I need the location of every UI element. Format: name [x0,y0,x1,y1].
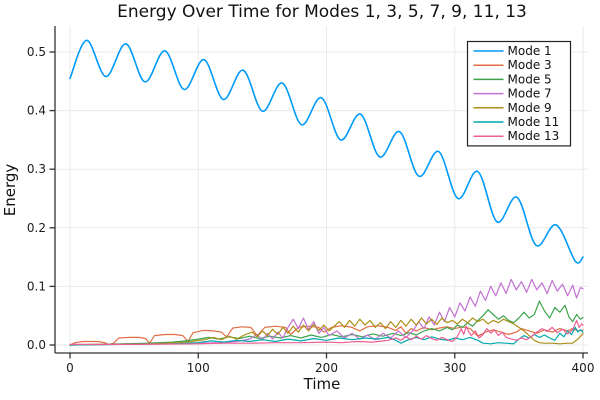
x-tick-label-3: 300 [443,361,466,375]
legend-label-mode-3: Mode 3 [508,58,552,72]
legend-label-mode-9: Mode 9 [508,101,552,115]
y-tick-label-3: 0.3 [27,162,46,176]
y-axis-label: Energy [1,164,19,217]
chart-title: Energy Over Time for Modes 1, 3, 5, 7, 9… [117,2,527,22]
legend-label-mode-5: Mode 5 [508,72,552,86]
x-tick-label-1: 100 [187,361,210,375]
y-tick-label-0: 0.0 [27,338,46,352]
series-line-mode-13 [69,319,584,345]
legend-label-mode-11: Mode 11 [508,115,560,129]
series-line-mode-9 [69,317,584,346]
y-tick-label-4: 0.4 [27,104,46,118]
axes: 0 100 200 300 400 0.0 0.1 0.2 0.3 0.4 0.5 [27,26,595,375]
y-tick-label-2: 0.2 [27,221,46,235]
series-lines [69,39,584,346]
y-tick-label-1: 0.1 [27,279,46,293]
y-tick-label-5: 0.5 [27,45,46,59]
x-tick-label-2: 200 [315,361,338,375]
series-line-mode-1 [69,39,584,264]
legend-label-mode-7: Mode 7 [508,87,552,101]
series-line-mode-11 [69,326,584,346]
x-axis-label: Time [303,375,341,393]
x-tick-label-0: 0 [66,361,74,375]
legend-label-mode-13: Mode 13 [508,129,560,143]
series-line-mode-5 [69,300,584,346]
legend-label-mode-1: Mode 1 [508,44,552,58]
x-tick-label-4: 400 [572,361,595,375]
